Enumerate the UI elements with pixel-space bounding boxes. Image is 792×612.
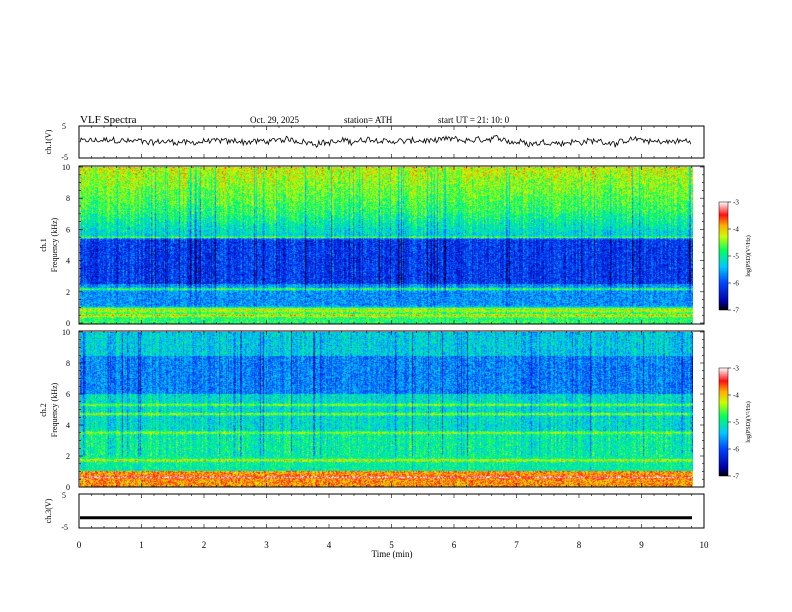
ch2-colorbar-label: log(PSD)(V²/Hz) bbox=[745, 401, 752, 442]
ch1-waveform-ylabel: ch.1(V) bbox=[44, 129, 53, 154]
ch1-waveform-frame bbox=[78, 125, 705, 159]
ch2-spectrogram-image bbox=[80, 332, 693, 487]
ch2-spectrogram-ylabel-top: ch.2 bbox=[39, 403, 48, 417]
y-tick-label: 6 bbox=[66, 390, 70, 399]
y-tick-label: 10 bbox=[62, 163, 70, 172]
ch1-spectrogram-yticks: 0 2 4 6 8 10 bbox=[62, 163, 704, 328]
ch1-ytick-bottom: -5 bbox=[61, 153, 68, 162]
ch2-spectrogram-yticks: 0 2 4 6 8 10 bbox=[62, 328, 704, 492]
x-tick-label: 1 bbox=[139, 540, 144, 550]
colorbar-tick-label: -7 bbox=[733, 307, 739, 315]
x-tick-label: 2 bbox=[202, 540, 207, 550]
ch1-colorbar-label: log(PSD)(V²/Hz) bbox=[745, 235, 752, 276]
x-tick-label: 9 bbox=[639, 540, 644, 550]
y-tick-label: 4 bbox=[66, 257, 70, 266]
time-axis-tick-labels: 0 1 2 3 4 5 6 7 8 9 10 bbox=[77, 540, 709, 550]
y-tick-label: 0 bbox=[66, 483, 70, 492]
colorbar-tick-label: -5 bbox=[733, 419, 739, 427]
x-tick-label: 3 bbox=[264, 540, 269, 550]
y-tick-label: 8 bbox=[66, 194, 70, 203]
x-tick-label: 5 bbox=[389, 540, 394, 550]
ch1-colorbar-ticks: -3 -4 -5 -6 -7 bbox=[728, 199, 739, 315]
time-axis-ticks bbox=[78, 126, 705, 528]
ch1-ytick-top: 5 bbox=[62, 122, 66, 131]
colorbar-tick-label: -6 bbox=[733, 280, 739, 288]
x-tick-label: 0 bbox=[77, 540, 82, 550]
colorbar-tick-label: -6 bbox=[733, 446, 739, 454]
y-tick-label: 2 bbox=[66, 288, 70, 297]
y-tick-label: 10 bbox=[62, 328, 70, 337]
ch1-spectrogram-image bbox=[80, 167, 693, 324]
colorbar-tick-label: -4 bbox=[733, 226, 739, 234]
ch2-colorbar bbox=[718, 367, 729, 477]
ch2-colorbar-ticks: -3 -4 -5 -6 -7 bbox=[728, 365, 739, 481]
figure-title: VLF Spectra bbox=[80, 114, 137, 126]
colorbar-tick-label: -3 bbox=[733, 199, 739, 207]
y-tick-label: 4 bbox=[66, 421, 70, 430]
x-tick-label: 4 bbox=[327, 540, 332, 550]
colorbar-tick-label: -3 bbox=[733, 365, 739, 373]
x-tick-label: 6 bbox=[452, 540, 457, 550]
y-tick-label: 6 bbox=[66, 225, 70, 234]
figure-station: station= ATH bbox=[344, 115, 393, 125]
ch1-waveform-line bbox=[79, 134, 692, 148]
ch1-spectrogram-ylabel-bottom: Frequency (kHz) bbox=[50, 217, 59, 272]
x-tick-label: 7 bbox=[514, 540, 519, 550]
colorbar-tick-label: -5 bbox=[733, 253, 739, 261]
ch3-waveform-frame bbox=[78, 493, 705, 529]
ch3-ytick-top: 5 bbox=[62, 491, 66, 500]
ch3-waveform-ylabel: ch.3(V) bbox=[44, 498, 53, 523]
colorbar-tick-label: -7 bbox=[733, 473, 739, 481]
ch2-spectrogram-ylabel-bottom: Frequency (kHz) bbox=[50, 382, 59, 437]
y-tick-label: 2 bbox=[66, 452, 70, 461]
figure-date: Oct. 29, 2025 bbox=[250, 115, 299, 125]
ch3-ytick-bottom: -5 bbox=[61, 523, 68, 532]
figure-start-time: start UT = 21: 10: 0 bbox=[438, 115, 510, 125]
ch1-waveform-panel: 5 -5 ch.1(V) bbox=[44, 122, 705, 162]
ch3-waveform-panel: 5 -5 ch.3(V) bbox=[44, 491, 705, 532]
x-tick-label: 10 bbox=[700, 540, 710, 550]
colorbar-tick-label: -4 bbox=[733, 392, 739, 400]
ch1-spectrogram-ylabel-top: ch.1 bbox=[39, 238, 48, 252]
y-tick-label: 8 bbox=[66, 359, 70, 368]
ch1-colorbar bbox=[718, 201, 729, 311]
x-tick-label: 8 bbox=[577, 540, 582, 550]
time-axis-label: Time (min) bbox=[372, 549, 413, 559]
y-tick-label: 0 bbox=[66, 319, 70, 328]
